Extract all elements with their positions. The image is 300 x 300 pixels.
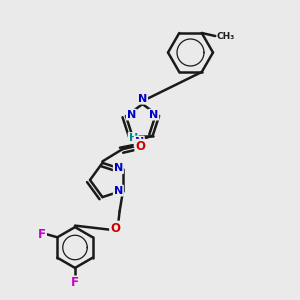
Text: N: N <box>114 186 123 196</box>
Text: O: O <box>110 222 120 235</box>
Text: N: N <box>114 163 123 173</box>
Text: N: N <box>135 136 144 147</box>
Text: N: N <box>127 110 136 120</box>
Text: F: F <box>71 276 79 290</box>
Text: H: H <box>129 133 138 143</box>
Text: N: N <box>149 110 158 120</box>
Text: O: O <box>135 140 145 153</box>
Text: N: N <box>138 94 147 104</box>
Text: CH₃: CH₃ <box>217 32 235 40</box>
Text: F: F <box>38 228 46 241</box>
